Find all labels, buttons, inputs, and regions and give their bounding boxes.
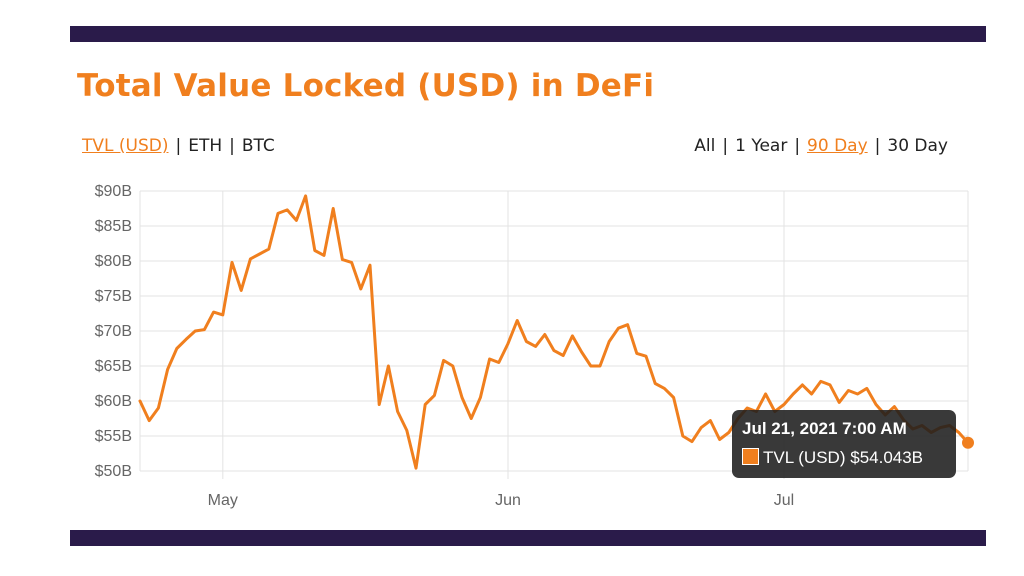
tooltip-series-swatch bbox=[742, 448, 759, 465]
series-line-tvl-usd bbox=[138, 194, 970, 470]
y-tick-label: $60B bbox=[95, 393, 132, 410]
chart-title: Total Value Locked (USD) in DeFi bbox=[77, 68, 655, 104]
range-all[interactable]: All bbox=[694, 136, 716, 156]
range-tabs: All | 1 Year | 90 Day | 30 Day bbox=[694, 136, 948, 156]
separator: | bbox=[229, 136, 235, 156]
y-tick-label: $70B bbox=[95, 323, 132, 340]
metric-tabs: TVL (USD) | ETH | BTC bbox=[82, 136, 275, 156]
x-tick-label: May bbox=[208, 492, 238, 509]
y-tick-label: $65B bbox=[95, 358, 132, 375]
separator: | bbox=[874, 136, 881, 156]
separator: | bbox=[722, 136, 729, 156]
hover-tooltip: Jul 21, 2021 7:00 AM TVL (USD) $54.043B bbox=[732, 410, 956, 478]
y-tick-label: $85B bbox=[95, 218, 132, 235]
separator: | bbox=[175, 136, 182, 156]
tab-btc[interactable]: BTC bbox=[241, 136, 275, 156]
y-tick-label: $50B bbox=[95, 463, 132, 480]
range-1-year[interactable]: 1 Year bbox=[735, 136, 788, 156]
separator: | bbox=[794, 136, 801, 156]
range-30-day[interactable]: 30 Day bbox=[887, 136, 948, 156]
tooltip-date: Jul 21, 2021 7:00 AM bbox=[742, 419, 907, 438]
y-tick-label: $75B bbox=[95, 288, 132, 305]
tooltip-series-label: TVL (USD) bbox=[763, 448, 846, 467]
tab-tvl-usd[interactable]: TVL (USD) bbox=[82, 136, 169, 156]
tooltip-value: $54.043B bbox=[850, 448, 924, 467]
bottom-banner-bar bbox=[70, 530, 986, 546]
x-tick-label: Jun bbox=[495, 492, 521, 509]
tab-eth[interactable]: ETH bbox=[188, 136, 223, 156]
y-tick-label: $90B bbox=[95, 183, 132, 200]
range-90-day[interactable]: 90 Day bbox=[807, 136, 868, 156]
x-tick-label: Jul bbox=[774, 492, 794, 509]
hover-point-marker bbox=[962, 436, 974, 449]
top-banner-bar bbox=[70, 26, 986, 42]
tooltip-row: TVL (USD) $54.043B bbox=[742, 448, 923, 468]
y-tick-label: $55B bbox=[95, 428, 132, 445]
y-tick-label: $80B bbox=[95, 253, 132, 270]
